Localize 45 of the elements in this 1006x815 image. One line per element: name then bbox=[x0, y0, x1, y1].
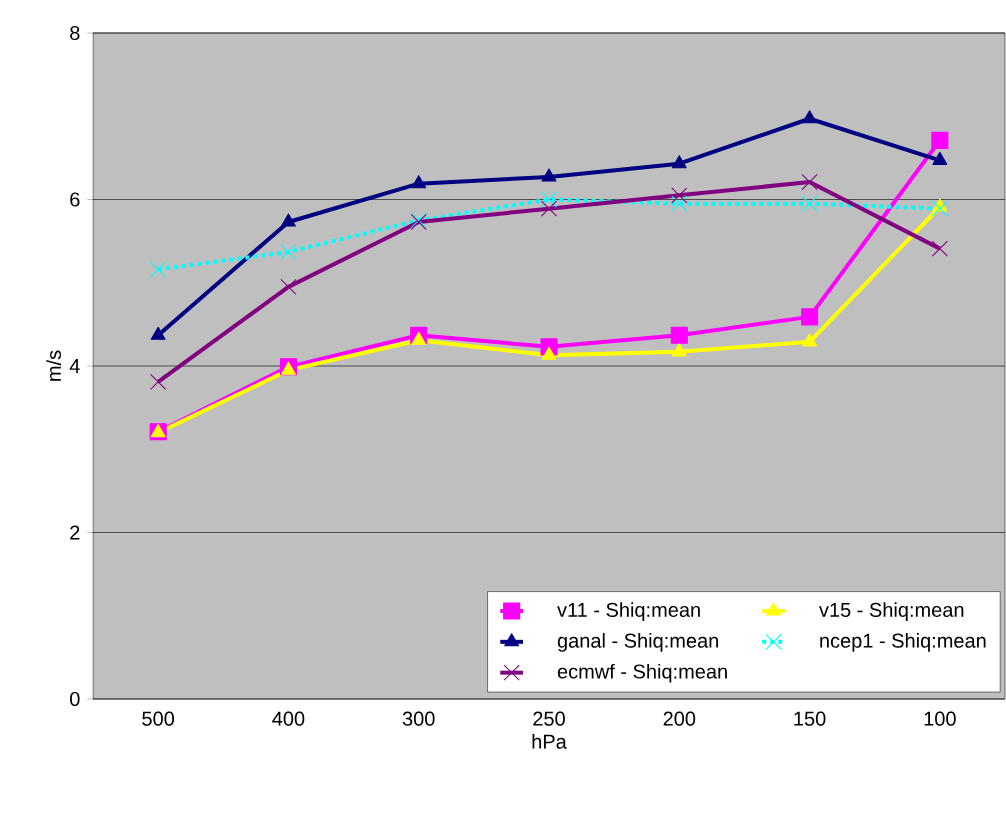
point bbox=[932, 151, 948, 165]
y-tick-label: 2 bbox=[70, 525, 80, 540]
point bbox=[150, 326, 166, 340]
point bbox=[150, 373, 167, 390]
point bbox=[411, 175, 427, 189]
point bbox=[931, 240, 948, 257]
point bbox=[671, 187, 688, 204]
point bbox=[801, 308, 819, 326]
legend-label: ganal - Shiq:mean bbox=[557, 633, 719, 652]
legend-label: v11 - Shiq:mean bbox=[557, 602, 700, 621]
y-axis-title: m/s bbox=[46, 350, 61, 381]
x-axis-title: hPa bbox=[532, 734, 567, 749]
x-tick-label: 100 bbox=[924, 711, 956, 726]
y-tick-label: 8 bbox=[70, 25, 80, 41]
legend-label: v15 - Shiq:mean bbox=[819, 602, 964, 621]
point bbox=[280, 213, 296, 227]
x-tick-label: 250 bbox=[533, 711, 565, 726]
point bbox=[802, 333, 818, 347]
point bbox=[670, 326, 688, 344]
point bbox=[671, 155, 687, 169]
x-tick-label: 150 bbox=[794, 711, 826, 726]
y-tick-label: 0 bbox=[70, 691, 80, 707]
point bbox=[931, 200, 948, 217]
x-tick-label: 200 bbox=[663, 711, 696, 726]
y-tick-label: 6 bbox=[70, 192, 80, 207]
x-tick-label: 400 bbox=[272, 711, 305, 726]
point bbox=[671, 343, 687, 357]
point bbox=[802, 110, 818, 124]
point bbox=[541, 168, 557, 182]
point bbox=[280, 278, 297, 295]
point bbox=[411, 331, 427, 345]
point bbox=[801, 173, 818, 191]
point bbox=[671, 195, 688, 212]
point bbox=[280, 243, 297, 261]
y-tick-label: 4 bbox=[69, 359, 80, 373]
point bbox=[150, 261, 167, 278]
x-tick-label: 500 bbox=[142, 711, 175, 726]
point bbox=[541, 346, 557, 360]
point bbox=[931, 131, 949, 149]
x-tick-label: 300 bbox=[402, 711, 435, 726]
legend-label: ncep1 - Shiq:mean bbox=[820, 633, 986, 652]
point bbox=[540, 191, 558, 208]
point bbox=[801, 195, 818, 212]
point bbox=[540, 200, 558, 217]
legend-label: ecmwf - Shiq:mean bbox=[557, 663, 727, 683]
